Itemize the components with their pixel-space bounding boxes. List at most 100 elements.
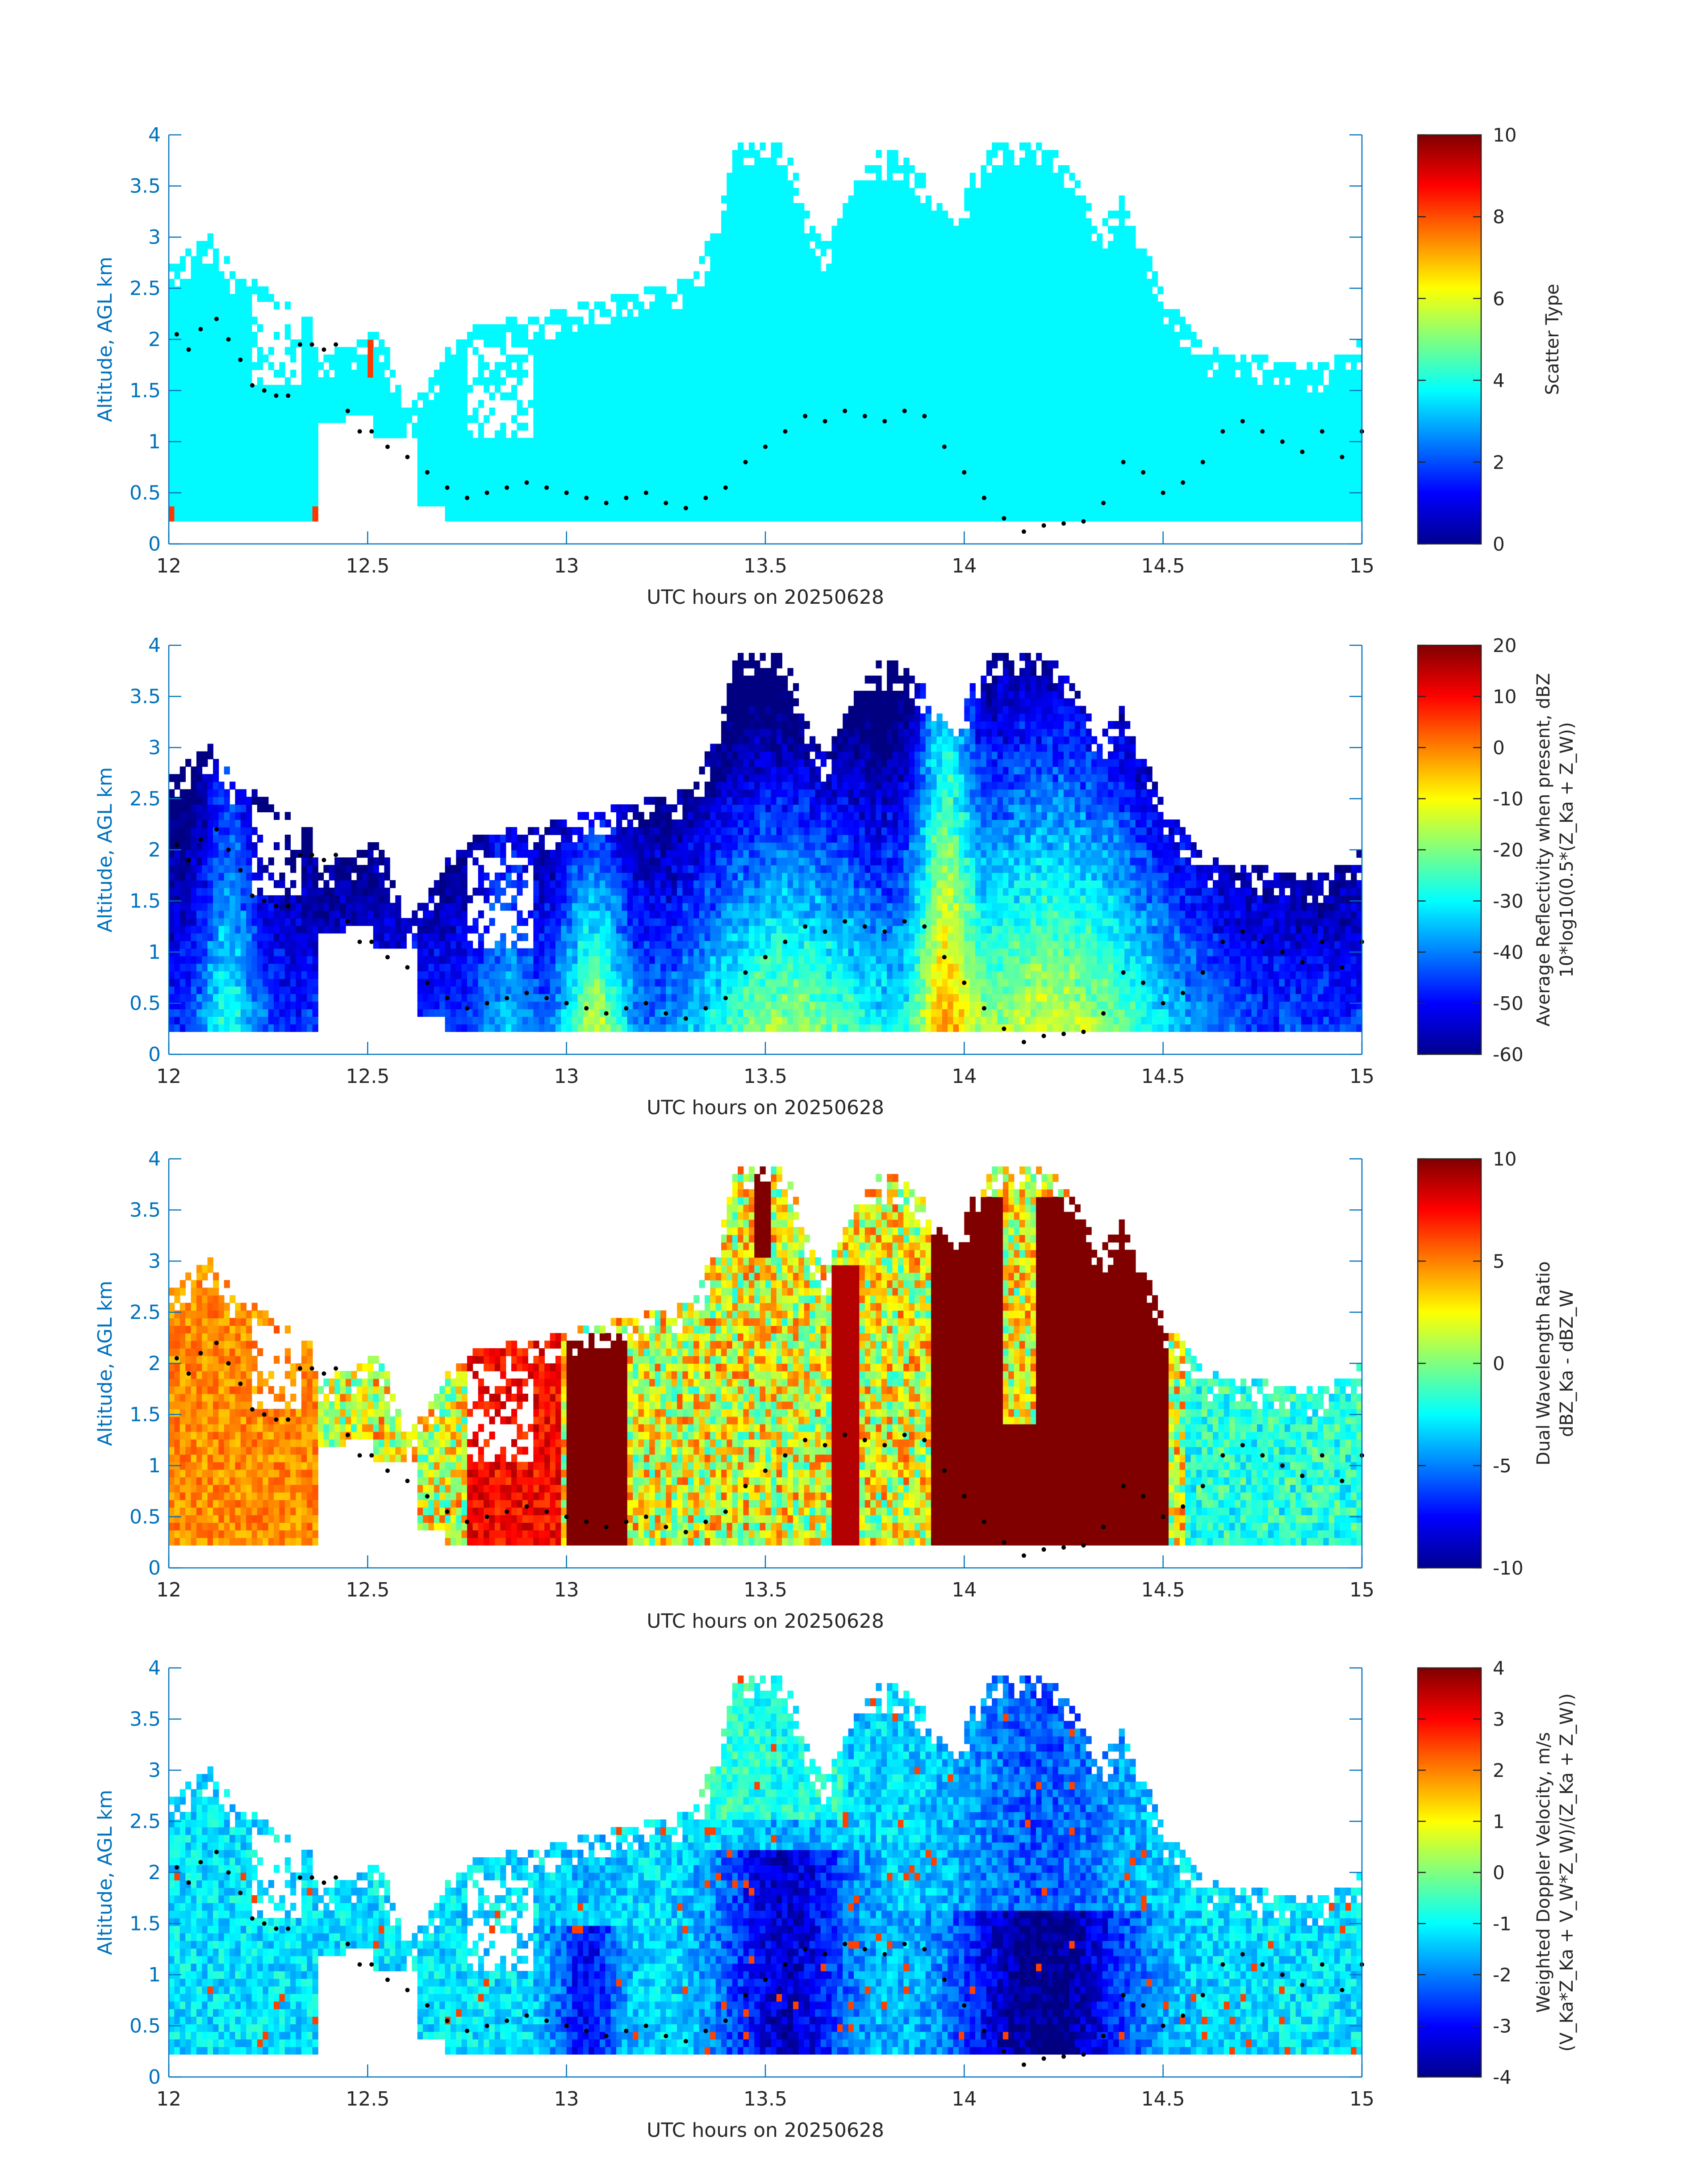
- heatmap-cell: [975, 234, 981, 242]
- heatmap-cell: [213, 248, 219, 256]
- heatmap-cell: [1014, 423, 1020, 431]
- heatmap-cell: [649, 339, 655, 347]
- heatmap-cell: [555, 468, 561, 476]
- heatmap-cell: [451, 476, 456, 484]
- heatmap-cell: [627, 339, 633, 347]
- heatmap-cell: [180, 468, 186, 476]
- heatmap-cell: [169, 400, 175, 408]
- heatmap-cell: [754, 460, 760, 468]
- heatmap-cell: [859, 483, 865, 491]
- heatmap-cell: [1025, 483, 1031, 491]
- heatmap-cell: [1036, 263, 1042, 272]
- heatmap-cell: [185, 332, 191, 340]
- heatmap-cell: [942, 430, 948, 439]
- heatmap-cell: [848, 248, 854, 256]
- heatmap-cell: [633, 498, 639, 506]
- heatmap-cell: [992, 476, 998, 484]
- heatmap-cell: [517, 506, 522, 514]
- heatmap-cell: [478, 430, 484, 439]
- heatmap-cell: [688, 453, 694, 461]
- heatmap-cell: [964, 415, 970, 423]
- heatmap-cell: [434, 408, 440, 416]
- heatmap-cell: [567, 483, 572, 491]
- heatmap-cell: [555, 385, 561, 393]
- heatmap-cell: [511, 438, 517, 446]
- heatmap-cell: [870, 377, 876, 385]
- heatmap-cell: [484, 476, 489, 484]
- heatmap-cell: [903, 438, 909, 446]
- heatmap-cell: [1019, 370, 1025, 378]
- heatmap-cell: [981, 408, 986, 416]
- heatmap-cell: [263, 393, 268, 401]
- heatmap-cell: [727, 180, 732, 188]
- heatmap-cell: [224, 514, 230, 522]
- heatmap-cell: [633, 514, 639, 522]
- heatmap-cell: [1025, 218, 1031, 226]
- heatmap-cell: [942, 498, 948, 506]
- heatmap-cell: [230, 506, 235, 514]
- heatmap-cell: [439, 362, 445, 370]
- heatmap-cell: [710, 430, 716, 439]
- heatmap-cell: [959, 248, 965, 256]
- heatmap-cell: [898, 180, 904, 188]
- heatmap-cell: [777, 506, 782, 514]
- heatmap-cell: [699, 483, 705, 491]
- heatmap-cell: [881, 370, 887, 378]
- heatmap-cell: [384, 423, 390, 431]
- heatmap-cell: [931, 355, 937, 363]
- heatmap-cell: [1031, 514, 1036, 522]
- heatmap-cell: [174, 370, 180, 378]
- heatmap-cell: [174, 355, 180, 363]
- heatmap-cell: [1047, 385, 1053, 393]
- heatmap-cell: [279, 408, 285, 416]
- heatmap-cell: [716, 324, 722, 332]
- heatmap-cell: [1031, 218, 1036, 226]
- heatmap-cell: [909, 248, 915, 256]
- heatmap-cell: [876, 226, 881, 234]
- heatmap-cell: [589, 309, 594, 317]
- heatmap-cell: [456, 491, 462, 499]
- heatmap-cell: [992, 324, 998, 332]
- heatmap-cell: [550, 355, 556, 363]
- heatmap-cell: [920, 241, 926, 249]
- heatmap-cell: [760, 362, 766, 370]
- heatmap-cell: [981, 468, 986, 476]
- heatmap-cell: [511, 385, 517, 393]
- heatmap-cell: [290, 438, 296, 446]
- heatmap-cell: [793, 332, 799, 340]
- heatmap-cell: [439, 430, 445, 439]
- heatmap-cell: [439, 423, 445, 431]
- heatmap-cell: [788, 188, 793, 196]
- heatmap-cell: [727, 506, 732, 514]
- heatmap-cell: [970, 423, 976, 431]
- heatmap-cell: [760, 158, 766, 166]
- heatmap-cell: [185, 370, 191, 378]
- heatmap-cell: [859, 423, 865, 431]
- heatmap-cell: [1003, 347, 1009, 355]
- heatmap-cell: [865, 446, 871, 454]
- heatmap-cell: [224, 483, 230, 491]
- heatmap-cell: [876, 347, 881, 355]
- heatmap-cell: [920, 393, 926, 401]
- heatmap-cell: [777, 256, 782, 264]
- heatmap-cell: [903, 226, 909, 234]
- heatmap-cell: [992, 309, 998, 317]
- heatmap-cell: [848, 400, 854, 408]
- heatmap-cell: [909, 370, 915, 378]
- heatmap-cell: [539, 415, 545, 423]
- heatmap-cell: [859, 294, 865, 302]
- heatmap-cell: [837, 271, 843, 279]
- heatmap-cell: [301, 460, 307, 468]
- heatmap-cell: [677, 279, 683, 287]
- heatmap-cell: [942, 294, 948, 302]
- heatmap-cell: [693, 460, 699, 468]
- heatmap-cell: [699, 339, 705, 347]
- heatmap-cell: [456, 453, 462, 461]
- heatmap-cell: [357, 393, 363, 401]
- heatmap-cell: [627, 324, 633, 332]
- heatmap-cell: [765, 476, 771, 484]
- heatmap-cell: [810, 514, 815, 522]
- heatmap-cell: [202, 271, 208, 279]
- heatmap-cell: [478, 514, 484, 522]
- heatmap-cell: [218, 286, 224, 294]
